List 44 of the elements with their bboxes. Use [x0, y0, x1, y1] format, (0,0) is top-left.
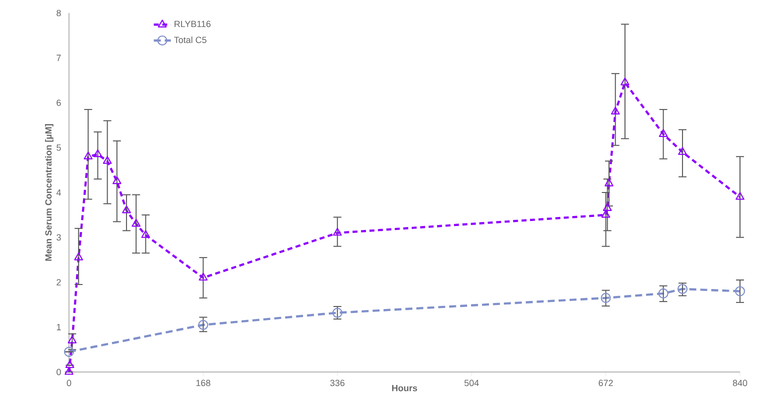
x-axis-title: Hours — [392, 384, 418, 392]
point — [332, 308, 342, 318]
y-tick-label: 5 — [56, 144, 61, 151]
point — [102, 156, 112, 164]
y-tick-label: 4 — [56, 189, 61, 196]
y-tick-label: 2 — [56, 279, 61, 286]
point — [132, 218, 141, 227]
point — [198, 272, 208, 281]
point — [620, 78, 630, 86]
point — [93, 149, 102, 158]
point — [68, 336, 77, 344]
x-tick-label: 672 — [598, 380, 613, 386]
point — [601, 210, 610, 218]
y-tick-label: 3 — [56, 234, 61, 241]
y-tick-label: 8 — [56, 10, 61, 16]
y-axis-title: Mean Serum Concentration [µM] — [45, 124, 54, 261]
point — [678, 147, 687, 155]
point — [658, 288, 668, 299]
y-tick-label: 1 — [56, 324, 61, 330]
point — [84, 152, 93, 160]
legend-label: RLYB116 — [174, 20, 211, 28]
point — [122, 205, 131, 214]
point — [112, 176, 122, 184]
point — [74, 252, 84, 260]
y-tick-label: 0 — [56, 368, 61, 376]
point — [604, 178, 614, 186]
y-tick-label: 7 — [56, 54, 61, 61]
x-tick-label: 336 — [330, 380, 344, 386]
x-tick-label: 504 — [464, 380, 479, 386]
point — [734, 286, 746, 296]
x-tick-label: 840 — [732, 380, 748, 386]
point — [600, 292, 611, 303]
point — [65, 360, 74, 368]
point — [658, 129, 668, 137]
point — [332, 228, 342, 236]
x-tick-label: 168 — [196, 380, 210, 386]
legend-label: Total C5 — [174, 36, 206, 44]
y-tick-label: 6 — [56, 100, 61, 106]
point — [198, 320, 208, 330]
x-tick-label: 0 — [66, 380, 72, 386]
point — [602, 203, 612, 211]
point — [736, 192, 744, 200]
point — [141, 230, 150, 238]
point — [610, 106, 620, 115]
